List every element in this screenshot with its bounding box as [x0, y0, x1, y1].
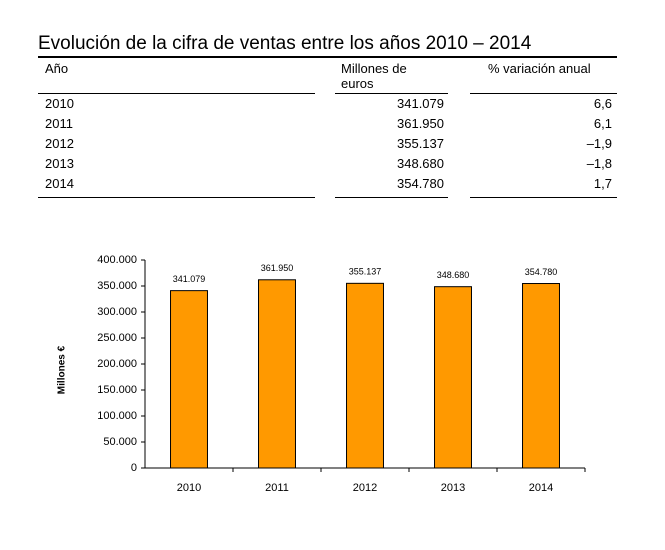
- table-cell: 2012: [45, 136, 74, 151]
- table-cell: 361.950: [397, 116, 444, 131]
- x-tick-label: 2011: [265, 482, 289, 494]
- title-rule: [38, 56, 617, 58]
- rule: [470, 93, 617, 94]
- table-cell: 6,6: [593, 96, 612, 111]
- table-cell: 6,1: [593, 116, 612, 131]
- y-axis-label: Millones €: [57, 345, 68, 394]
- y-tick-label: 350.000: [97, 280, 137, 292]
- bar: [170, 290, 208, 469]
- title: Evolución de la cifra de ventas entre lo…: [38, 33, 532, 54]
- rule: [470, 197, 617, 198]
- rule: [38, 197, 315, 198]
- x-tick-label: 2013: [441, 482, 465, 494]
- table-cell: 341.079: [397, 96, 444, 111]
- table-cell: 348.680: [397, 156, 444, 171]
- y-tick-label: 300.000: [97, 306, 137, 318]
- y-tick-label: 0: [131, 462, 137, 474]
- bar: [522, 283, 560, 469]
- y-tick-label: 250.000: [97, 332, 137, 344]
- y-tick-label: 100.000: [97, 410, 137, 422]
- data-label: 361.950: [261, 263, 294, 273]
- bar: [434, 286, 472, 469]
- table-cell: 2013: [45, 156, 74, 171]
- y-tick-label: 400.000: [97, 254, 137, 266]
- x-tick-label: 2014: [529, 482, 553, 494]
- table-cell: 2011: [45, 116, 73, 131]
- data-label: 354.780: [525, 267, 558, 277]
- table-cell: 2010: [45, 96, 74, 111]
- data-label: 348.680: [437, 270, 470, 280]
- rule: [335, 197, 448, 198]
- rule: [38, 93, 315, 94]
- x-tick-label: 2012: [353, 482, 377, 494]
- column-header: % variación anual: [488, 61, 591, 76]
- column-header: Año: [45, 61, 69, 76]
- table-cell: 1,7: [593, 176, 612, 191]
- table-cell: 354.780: [397, 176, 444, 191]
- table-cell: –1,9: [586, 136, 612, 151]
- table-cell: 355.137: [397, 136, 444, 151]
- table-cell: –1,8: [586, 156, 612, 171]
- y-tick-label: 200.000: [97, 358, 137, 370]
- y-tick-label: 150.000: [97, 384, 137, 396]
- data-label: 341.079: [173, 274, 206, 284]
- bar: [346, 282, 384, 469]
- data-label: 355.137: [349, 267, 382, 277]
- y-tick-label: 50.000: [103, 436, 137, 448]
- table-cell: 2014: [45, 176, 74, 191]
- bar: [258, 279, 296, 469]
- rule: [335, 93, 448, 94]
- column-header: Millones de euros: [341, 61, 407, 91]
- x-tick-label: 2010: [177, 482, 201, 494]
